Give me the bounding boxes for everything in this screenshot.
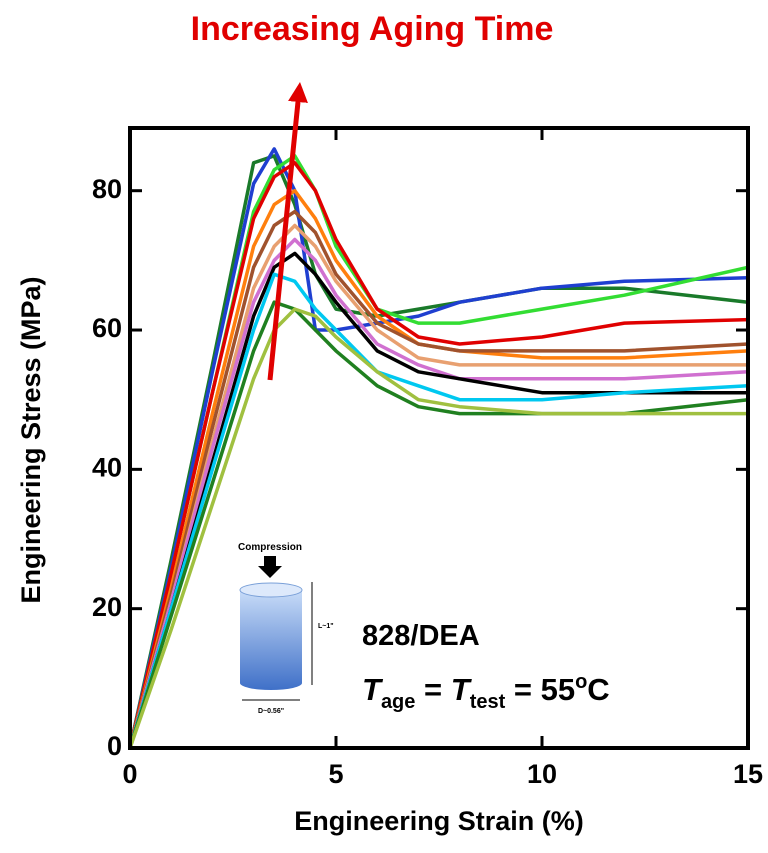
series-line [128,147,749,749]
x-axis-label: Engineering Strain (%) [294,806,584,836]
value: = 55 [505,672,575,707]
series-line [128,237,749,749]
symbol: T [362,672,384,707]
subscript: test [470,691,506,713]
y-tick-label: 20 [92,592,122,622]
annotation: 828/DEA [362,620,480,652]
force-arrow [258,556,282,578]
x-tick-label: 15 [733,759,763,789]
inset-length: L~1" [318,623,334,630]
series-line [128,188,749,749]
series-line [128,307,748,749]
series-line [128,161,749,749]
subscript: age [381,691,415,713]
chart-title: Increasing Aging Time [191,10,554,48]
series-line [128,251,748,749]
plot-frame [128,126,750,750]
superscript: o [575,671,587,693]
series-line [128,272,749,749]
plot-area [128,147,749,749]
y-tick-label: 60 [92,313,122,343]
trend-arrow [267,82,308,381]
x-tick-label: 10 [527,759,557,789]
condition: Tage = Ttest = 55oC [362,671,610,713]
cylinder [240,590,302,690]
y-tick-label: 0 [107,731,122,761]
unit: C [587,672,609,707]
series-line [128,209,749,749]
inset-diameter: D~0.56" [258,708,284,715]
y-tick-label: 80 [92,174,122,204]
y-tick-label: 40 [92,452,122,482]
inset: Compression L~1" D~0.56" [238,542,334,715]
x-tick-label: 0 [122,759,137,789]
series-line [128,223,748,749]
x-tick-label: 5 [328,759,343,789]
symbol: T [451,672,473,707]
cylinder-top [239,582,303,598]
inset-label: Compression [238,542,302,553]
equals: = [415,672,450,707]
y-axis-label: Engineering Stress (MPa) [16,276,46,603]
